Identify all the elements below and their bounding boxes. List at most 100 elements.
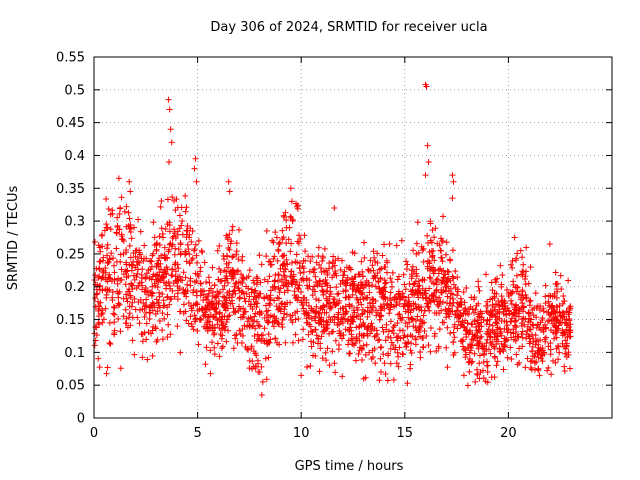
data-point: [443, 239, 450, 246]
data-point: [368, 355, 375, 362]
data-point: [508, 297, 515, 304]
data-point: [178, 222, 185, 229]
data-point: [423, 294, 430, 301]
data-point: [552, 323, 559, 330]
data-point: [177, 241, 184, 248]
data-point: [415, 287, 422, 294]
data-point: [153, 338, 160, 345]
data-point: [426, 297, 433, 304]
data-point: [333, 284, 340, 291]
data-point: [566, 317, 573, 324]
data-point: [323, 322, 330, 329]
data-point: [381, 284, 388, 291]
data-point: [172, 245, 179, 252]
data-point: [371, 272, 378, 279]
data-point: [124, 298, 131, 305]
data-point: [442, 251, 449, 258]
data-point: [326, 265, 333, 272]
data-point: [92, 295, 99, 302]
data-point: [498, 340, 505, 347]
data-point: [274, 319, 281, 326]
data-point: [309, 329, 316, 336]
data-point: [147, 309, 154, 316]
data-point: [216, 265, 223, 272]
data-point: [512, 317, 519, 324]
data-point: [399, 290, 406, 297]
data-point: [323, 280, 330, 287]
data-point: [230, 309, 237, 316]
data-point: [339, 373, 346, 380]
data-point: [412, 278, 419, 285]
y-tick-label: 0.1: [64, 346, 85, 361]
data-point: [174, 261, 181, 268]
data-point: [330, 299, 337, 306]
data-point: [454, 274, 461, 281]
data-point: [542, 300, 549, 307]
data-point: [409, 263, 416, 270]
data-point: [229, 227, 236, 234]
data-point: [464, 310, 471, 317]
data-point: [382, 280, 389, 287]
data-point: [525, 309, 532, 316]
data-point: [562, 319, 569, 326]
data-point: [171, 230, 178, 237]
y-tick-label: 0.45: [56, 116, 85, 131]
data-point: [546, 311, 553, 318]
data-point: [172, 268, 179, 275]
data-point: [272, 229, 279, 236]
data-point: [262, 302, 269, 309]
data-point: [387, 360, 394, 367]
data-point: [434, 298, 441, 305]
data-point: [469, 305, 476, 312]
y-tick-label: 0.4: [64, 149, 85, 164]
x-tick-label: 20: [500, 426, 517, 441]
data-point: [257, 279, 264, 286]
data-point: [295, 285, 302, 292]
data-point: [270, 323, 277, 330]
data-point: [420, 312, 427, 319]
data-point: [151, 304, 158, 311]
data-point: [228, 238, 235, 245]
data-point: [404, 303, 411, 310]
data-point: [265, 307, 272, 314]
data-point: [156, 233, 163, 240]
data-point: [354, 296, 361, 303]
data-point: [263, 253, 270, 260]
data-point: [537, 337, 544, 344]
data-point: [501, 317, 508, 324]
data-point: [450, 178, 457, 185]
data-point: [295, 232, 302, 239]
data-point: [527, 297, 534, 304]
data-point: [527, 365, 534, 372]
data-point: [556, 308, 563, 315]
data-point: [379, 252, 386, 259]
data-point: [290, 273, 297, 280]
data-point: [340, 311, 347, 318]
data-point: [394, 349, 401, 356]
data-point: [165, 321, 172, 328]
data-point: [466, 368, 473, 375]
data-point: [513, 351, 520, 358]
data-point: [142, 274, 149, 281]
data-point: [360, 321, 367, 328]
data-point: [425, 342, 432, 349]
data-point: [493, 336, 500, 343]
data-point: [240, 313, 247, 320]
data-point: [418, 303, 425, 310]
data-point: [325, 299, 332, 306]
data-point: [251, 293, 258, 300]
data-point: [377, 307, 384, 314]
data-point: [273, 315, 280, 322]
data-point: [211, 344, 218, 351]
data-point: [332, 337, 339, 344]
data-point: [126, 225, 133, 232]
data-point: [513, 272, 520, 279]
data-point: [171, 293, 178, 300]
data-point: [308, 343, 315, 350]
data-point: [113, 229, 120, 236]
data-point: [111, 311, 118, 318]
data-point: [293, 294, 300, 301]
data-point: [198, 316, 205, 323]
data-point: [360, 375, 367, 382]
data-point: [203, 296, 210, 303]
